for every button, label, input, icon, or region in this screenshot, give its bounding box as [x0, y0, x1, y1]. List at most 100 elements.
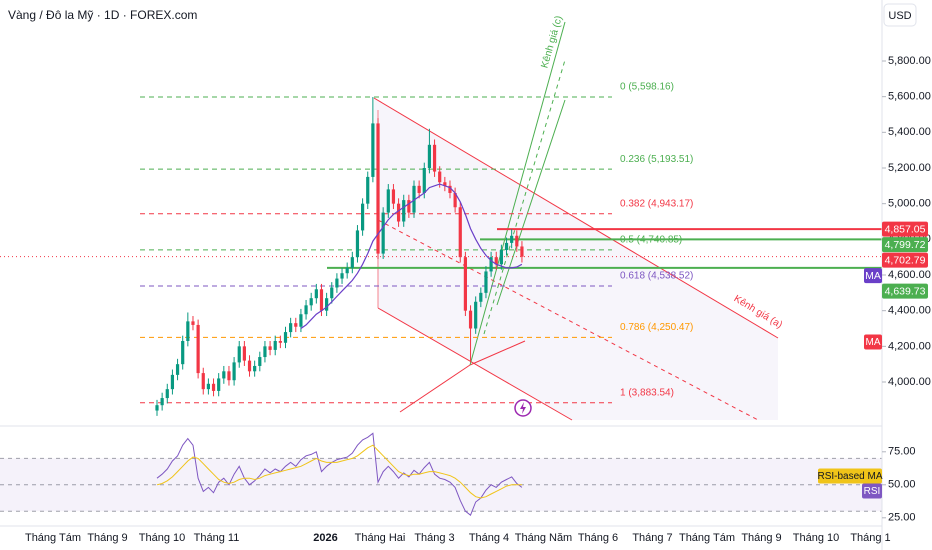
candle-body: [335, 278, 339, 288]
candle-body: [422, 168, 426, 193]
x-tick-label: Tháng Hai: [355, 532, 406, 544]
candle-body: [289, 323, 293, 333]
y-tick-label: 4,200.00: [888, 340, 931, 352]
y-tick-label: 75.00: [888, 446, 916, 458]
candle-body: [443, 182, 447, 186]
candle-body: [402, 200, 406, 222]
y-tick-label: 4,600.00: [888, 269, 931, 281]
candle-body: [417, 185, 421, 193]
candle-body: [309, 298, 313, 306]
candle-body: [227, 371, 231, 381]
price-tag-label: 4,799.72: [885, 239, 926, 251]
candle-body: [355, 230, 360, 258]
candle-body: [489, 257, 493, 272]
price-tag: [864, 268, 882, 284]
fib-label: 0.618 (4,538.52): [620, 271, 693, 282]
candle-body: [242, 346, 246, 361]
x-tick-label: Tháng 9: [87, 532, 127, 544]
currency[interactable]: USD: [888, 10, 911, 22]
candle-body: [474, 301, 478, 329]
candle-body: [427, 144, 432, 168]
candle-body: [463, 257, 467, 311]
x-tick-label: Tháng 11: [194, 532, 240, 544]
candle-body: [155, 405, 159, 411]
candle-body: [468, 310, 473, 329]
price-tag-label: MA: [865, 270, 881, 282]
candle-body: [330, 287, 334, 299]
candle-body: [160, 398, 164, 406]
x-tick-label: Tháng 6: [578, 532, 618, 544]
channel-line: [496, 99, 566, 306]
candle-body: [304, 305, 308, 315]
candle-body: [376, 123, 380, 254]
candle-body: [340, 273, 344, 279]
candle-body: [366, 176, 370, 204]
candle-body: [396, 203, 401, 222]
x-tick-label: 2026: [313, 532, 337, 544]
candle-body: [453, 192, 457, 208]
candle-body: [206, 383, 210, 390]
candle-body: [247, 360, 252, 372]
candle-body: [510, 235, 514, 243]
x-tick-label: Tháng Tám: [679, 532, 735, 544]
main-pane: [0, 21, 882, 421]
candle-body: [458, 207, 462, 258]
candle-body: [484, 271, 488, 293]
ma-line: [300, 183, 523, 329]
candle-body: [299, 314, 303, 327]
fib-label: 0 (5,598.16): [620, 82, 674, 93]
candle-body: [314, 289, 318, 299]
fib-label: 0.382 (4,943.17): [620, 198, 693, 209]
candle-body: [504, 242, 509, 251]
y-tick-label: 5,800.00: [888, 55, 931, 67]
candle-body: [175, 364, 180, 375]
price-tag-label: 4,702.79: [885, 254, 926, 266]
candle-body: [448, 185, 452, 193]
candle-body: [386, 189, 390, 213]
candle-body: [412, 185, 416, 213]
candle-body: [165, 389, 169, 399]
candle-body: [438, 171, 442, 183]
fib-label: 0.5 (4,740.85): [620, 235, 682, 246]
candle-body: [283, 332, 288, 343]
x-tick-label: Tháng 3: [414, 532, 454, 544]
candle-body: [371, 123, 375, 177]
candle-body: [494, 257, 498, 265]
indicator-tag: [864, 334, 882, 350]
candle-body: [211, 383, 216, 391]
rsi-line: [156, 432, 523, 517]
candle-body: [407, 200, 411, 213]
chart-title: Vàng / Đô la Mỹ · 1D · FOREX.com: [8, 8, 197, 22]
candle-body: [217, 378, 221, 391]
x-tick-label: Tháng 4: [469, 532, 509, 544]
channel-line: [399, 364, 471, 413]
y-tick-label: 25.00: [888, 512, 916, 524]
y-tick-label: 50.00: [888, 479, 916, 491]
price-tag: [882, 237, 928, 253]
channel-line: [469, 340, 526, 366]
event-icon-bolt: [520, 402, 526, 414]
candle-body: [196, 324, 200, 374]
y-tick-label: 5,200.00: [888, 162, 931, 174]
candle-body: [186, 321, 190, 341]
legend-label: RSI-based MA: [817, 471, 882, 482]
candle-body: [273, 340, 277, 350]
fib-label: 0.236 (5,193.51): [620, 154, 693, 165]
channel-line: [469, 21, 566, 366]
candle-body: [268, 346, 272, 350]
candle-body: [350, 257, 354, 268]
overlay: 0 (5,598.16) 0.236 (5,193.51) 0.382 (4,943…: [514, 82, 693, 417]
candle-body: [391, 189, 396, 204]
candle-body: [170, 374, 175, 390]
candle-body: [294, 323, 298, 327]
y-tick-label: 5,000.00: [888, 198, 931, 210]
legend-tag: [818, 468, 882, 484]
indicator-tag-label: MA: [866, 337, 881, 348]
candle-body: [432, 144, 437, 172]
currency-button[interactable]: [883, 3, 917, 27]
candle-body: [361, 203, 365, 231]
x-tick-label: Tháng 10: [793, 532, 839, 544]
y-tick-label: 4,000.00: [888, 376, 931, 388]
